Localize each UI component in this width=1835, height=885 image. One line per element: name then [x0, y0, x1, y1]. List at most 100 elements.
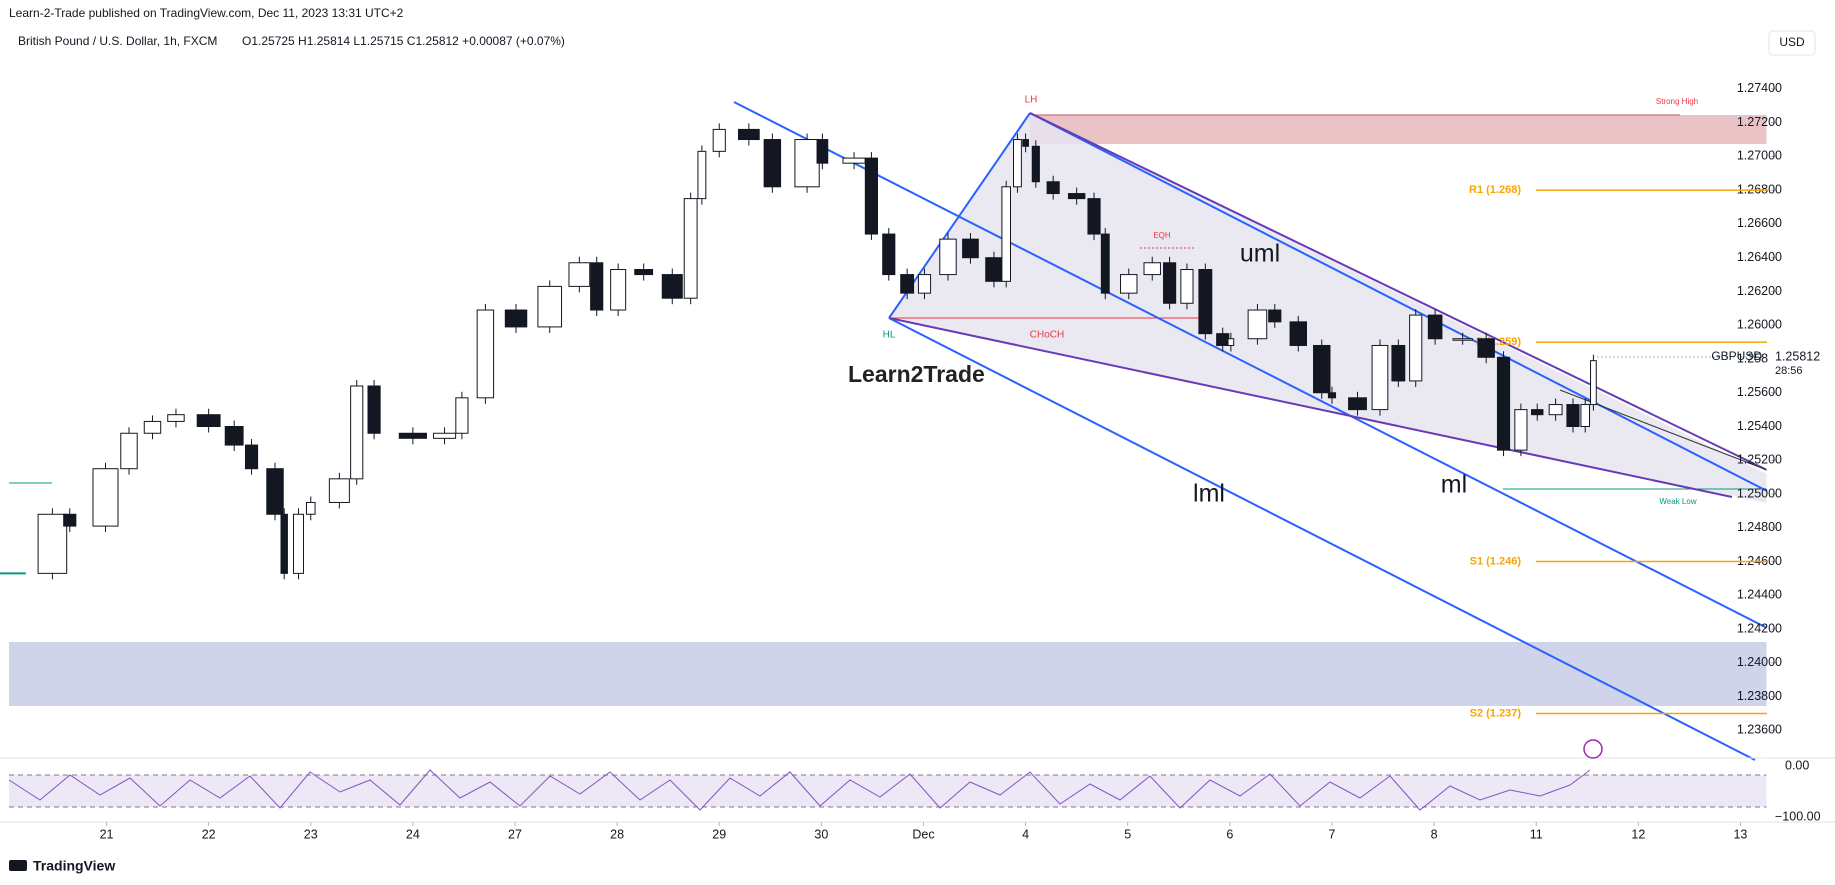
- candle: [476, 309, 495, 399]
- candle: [917, 274, 932, 294]
- x-tick-label: 7: [1328, 827, 1335, 841]
- candle: [1031, 145, 1040, 183]
- candle: [661, 274, 683, 299]
- y-tick-label: 1.27200: [1737, 115, 1782, 129]
- y-tick-label: 1.23800: [1737, 689, 1782, 703]
- candle: [280, 513, 288, 574]
- rsi-line: [8, 769, 1591, 811]
- candle: [794, 139, 820, 188]
- x-tick-label: 21: [100, 827, 114, 841]
- candle: [763, 139, 782, 188]
- choch-label: CHoCH: [1030, 330, 1064, 341]
- candle: [1022, 139, 1029, 147]
- currency-button[interactable]: [1768, 30, 1816, 56]
- candle: [1409, 314, 1423, 382]
- price-tag-value: 1.25812: [1775, 349, 1820, 363]
- candle: [63, 513, 77, 527]
- y-tick-label: 1.26000: [1737, 318, 1782, 332]
- uml-line: [1029, 112, 1768, 492]
- symbol-text: British Pound / U.S. Dollar, 1h, FXCM: [18, 34, 217, 48]
- candle: [1348, 397, 1367, 411]
- x-tick-label: 13: [1733, 827, 1747, 841]
- candle: [244, 444, 259, 470]
- candle: [900, 274, 915, 294]
- y-tick-label: 1.27000: [1737, 149, 1782, 163]
- y-tick-label: 1.24200: [1737, 621, 1782, 635]
- x-tick-label: 4: [1022, 827, 1029, 841]
- currency-label: USD: [1779, 35, 1805, 49]
- x-tick-label: 8: [1431, 827, 1438, 841]
- candle: [842, 157, 866, 164]
- demand-zone: [9, 642, 1767, 706]
- weak-low-label: Weak Low: [1659, 497, 1696, 506]
- lower-wedge-line: [888, 317, 1733, 498]
- candle: [143, 420, 162, 434]
- y-tick-label: 1.26400: [1737, 250, 1782, 264]
- candle: [398, 432, 427, 439]
- candle: [1289, 321, 1307, 346]
- y-tick-label: 1.24000: [1737, 655, 1782, 669]
- y-tick-label: 1.25000: [1737, 486, 1782, 500]
- candle: [92, 468, 119, 527]
- ml-label: ml: [1441, 471, 1467, 499]
- candle: [455, 397, 469, 434]
- candle: [1100, 233, 1110, 294]
- candle: [1067, 193, 1086, 200]
- symbol-tag: GBPUSD: [1711, 349, 1762, 363]
- strong-high-label: Strong High: [1656, 97, 1698, 106]
- candle: [590, 262, 604, 311]
- lml-label: lml: [1193, 480, 1225, 508]
- x-tick-label: 24: [406, 827, 420, 841]
- x-tick-label: 11: [1530, 827, 1543, 841]
- x-tick-label: 6: [1226, 827, 1233, 841]
- y-tick-label: 1.23600: [1737, 723, 1782, 737]
- candle: [1163, 262, 1177, 304]
- candle: [882, 233, 896, 276]
- candle: [1514, 409, 1528, 451]
- ohlc-text: O1.25725 H1.25814 L1.25715 C1.25812 +0.0…: [242, 34, 565, 48]
- candle: [737, 128, 760, 141]
- candle: [1268, 309, 1282, 323]
- pivot-label: R1 (1.268): [1469, 184, 1521, 196]
- candle: [432, 432, 457, 439]
- pivot-label: S1 (1.246): [1470, 555, 1522, 567]
- brand-text: TradingView: [33, 858, 115, 874]
- x-tick-label: 23: [304, 827, 318, 841]
- x-tick-label: 28: [610, 827, 624, 841]
- lh-label: LH: [1025, 95, 1038, 106]
- candle: [1087, 198, 1101, 235]
- x-tick-label: 5: [1124, 827, 1131, 841]
- candle: [0, 572, 26, 575]
- price-tag: [1768, 346, 1830, 377]
- y-tick-label: 1.26200: [1737, 284, 1782, 298]
- candle: [683, 198, 698, 299]
- candle: [1046, 181, 1060, 195]
- candle: [1477, 338, 1495, 358]
- candle: [328, 478, 350, 503]
- y-tick-label: 1.24400: [1737, 588, 1782, 602]
- candle: [816, 139, 829, 164]
- candle: [1013, 139, 1022, 188]
- candle: [568, 262, 591, 287]
- x-tick-label: 29: [712, 827, 726, 841]
- candle: [196, 414, 221, 428]
- candle: [266, 468, 284, 515]
- candle: [1371, 344, 1389, 411]
- candle: [120, 432, 138, 470]
- candle: [1120, 274, 1138, 294]
- countdown: 28:56: [1775, 365, 1803, 377]
- candle: [1247, 309, 1268, 340]
- alert-icon[interactable]: [1583, 739, 1603, 759]
- pivot-label: S2 (1.237): [1470, 707, 1522, 719]
- candle: [1427, 314, 1443, 340]
- candle: [1391, 344, 1406, 382]
- rsi-tick-label: −100.00: [1775, 809, 1821, 823]
- candle: [224, 426, 244, 446]
- lml-line: [888, 317, 1756, 761]
- eqh-label: EQH: [1153, 231, 1171, 240]
- candle: [1001, 186, 1011, 282]
- candle: [1590, 360, 1597, 406]
- x-tick-label: 12: [1631, 827, 1645, 841]
- candle: [697, 150, 707, 200]
